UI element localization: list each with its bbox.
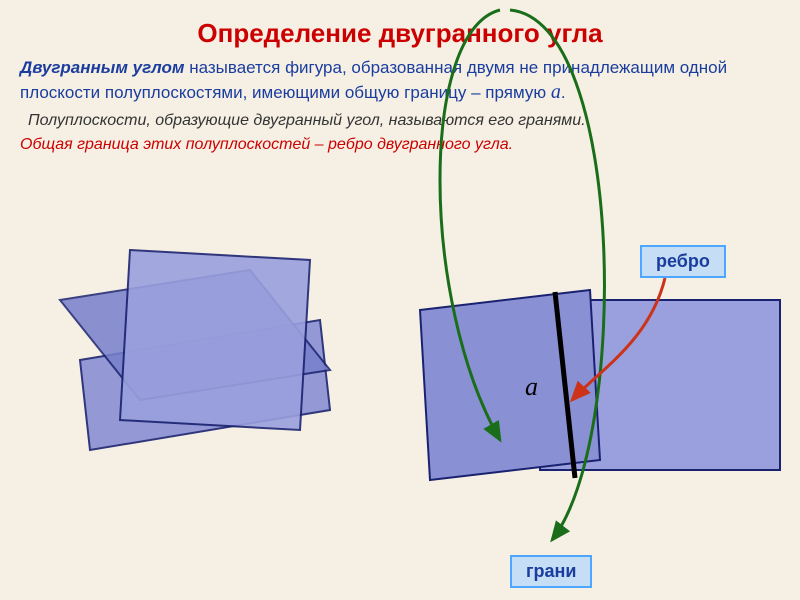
definition-2: Полуплоскости, образующие двугранный уго… bbox=[0, 105, 800, 132]
label-faces: грани bbox=[510, 555, 592, 588]
left-plane-2 bbox=[120, 250, 310, 430]
def3-text: Общая граница этих полуплоскостей – ребр… bbox=[20, 136, 513, 153]
left-plane-3 bbox=[60, 270, 330, 400]
right-diagram: a bbox=[420, 290, 780, 480]
left-plane-1 bbox=[80, 320, 330, 450]
page-title: Определение двугранного угла bbox=[0, 0, 800, 49]
label-edge-text: ребро bbox=[656, 251, 710, 271]
edge-label-a: a bbox=[525, 372, 538, 401]
definition-3: Общая граница этих полуплоскостей – ребр… bbox=[0, 132, 800, 154]
left-diagram bbox=[60, 250, 330, 450]
title-text: Определение двугранного угла bbox=[197, 18, 602, 48]
right-plane-1 bbox=[420, 290, 600, 480]
def1-var-a: a bbox=[551, 81, 561, 103]
label-faces-text: грани bbox=[526, 561, 576, 581]
red-arrow bbox=[572, 278, 665, 400]
right-plane-2 bbox=[540, 300, 780, 470]
def2-text: Полуплоскости, образующие двугранный уго… bbox=[28, 112, 586, 129]
def1-text2: . bbox=[561, 83, 566, 102]
def1-bold: Двугранным углом bbox=[20, 58, 184, 77]
label-edge: ребро bbox=[640, 245, 726, 278]
edge-line bbox=[555, 292, 575, 478]
definition-1: Двугранным углом называется фигура, обра… bbox=[0, 49, 800, 105]
